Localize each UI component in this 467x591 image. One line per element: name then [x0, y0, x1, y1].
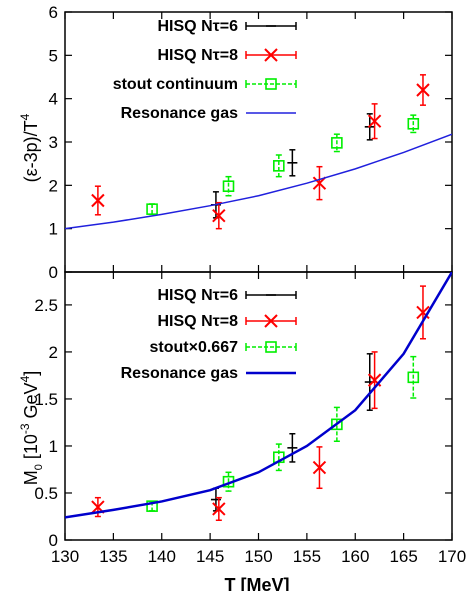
x-marker	[91, 193, 105, 208]
data-point-top	[312, 165, 327, 201]
x-stroke	[312, 460, 327, 475]
x-marker	[264, 314, 278, 328]
plot-frame-top	[64, 11, 453, 273]
x-stroke	[91, 193, 105, 208]
resonance-gas-curve-top	[65, 133, 452, 230]
square-marker	[273, 160, 285, 172]
data-point-bottom	[287, 432, 298, 463]
panel-bottom-m0: 130 135 140 145 150 155 160 165 170 0 0.5 1 1.5 2 2.5 H…	[34, 271, 466, 566]
data-point-top	[273, 154, 285, 178]
square-marker	[407, 118, 420, 130]
square-marker	[407, 371, 420, 384]
x-tick-label: 160	[341, 547, 369, 566]
x-tick-label: 145	[196, 547, 224, 566]
legend-label: Resonance gas	[121, 365, 238, 382]
legend-label: stout continuum	[113, 76, 238, 93]
y-tick-label-top: 3	[49, 133, 58, 152]
y-tick-label-bottom: 0	[49, 531, 58, 550]
data-point-top	[91, 185, 105, 216]
x-tick-label: 165	[389, 547, 417, 566]
data-point-top	[146, 203, 158, 216]
x-marker	[312, 460, 327, 475]
data-point-top	[222, 175, 235, 197]
y-tick-label-bottom: 0.5	[34, 484, 58, 503]
plot-frame-bottom	[64, 271, 453, 541]
x-stroke	[212, 502, 226, 516]
x-tick-label: 170	[438, 547, 466, 566]
data-point-top	[367, 103, 382, 140]
resonance-gas-curve-bottom	[65, 272, 452, 519]
y-tick-label-bottom: 1	[49, 437, 58, 456]
x-axis-label: T [MeV]	[225, 575, 290, 591]
data-point-top	[407, 114, 420, 134]
data-point-bottom	[312, 446, 327, 490]
data-point-bottom	[331, 406, 343, 443]
x-marker	[212, 502, 226, 516]
x-stroke	[312, 176, 327, 190]
legend-entry-bottom: Resonance gas	[121, 365, 296, 382]
legend-entry-bottom: stout×0.667	[150, 339, 297, 356]
x-marker	[312, 176, 327, 190]
x-marker	[416, 83, 430, 97]
legend-label: HISQ Nτ=6	[158, 287, 239, 304]
y-tick-label-top: 4	[49, 90, 58, 109]
panel-top-energy-trace-anomaly: 0 1 2 3 4 5 6 HISQ Nτ=6 HISQ Nτ=8 stout continuum…	[49, 3, 453, 282]
y-tick-label-bottom: 2.5	[34, 296, 58, 315]
x-stroke	[264, 48, 278, 62]
data-point-top	[212, 201, 226, 230]
x-stroke	[264, 314, 278, 328]
data-point-bottom	[212, 496, 226, 522]
legend-label: HISQ Nτ=8	[158, 313, 239, 330]
y-axis-label-bottom: M0 [10-3 GeV4]	[18, 371, 45, 486]
square-marker	[265, 78, 277, 90]
x-stroke	[367, 114, 382, 128]
data-point-bottom	[273, 443, 285, 472]
legend-label: HISQ Nτ=8	[158, 47, 239, 64]
data-point-top	[416, 74, 430, 106]
y-axis-label-top: (ε-3p)/T4	[18, 113, 41, 182]
data-point-bottom	[407, 355, 420, 399]
legend-label: stout×0.667	[150, 339, 239, 356]
x-marker	[264, 48, 278, 62]
square-marker	[146, 500, 158, 512]
legend-entry-top: Resonance gas	[121, 105, 296, 122]
data-point-top	[287, 149, 298, 177]
data-point-top	[331, 133, 343, 153]
legend-entry-top: HISQ Nτ=8	[158, 47, 297, 64]
y-tick-label-top: 5	[49, 46, 58, 65]
y-tick-label-bottom: 1.5	[34, 390, 58, 409]
legend-label: HISQ Nτ=6	[158, 18, 239, 35]
y-tick-label-top: 2	[49, 176, 58, 195]
square-marker	[331, 137, 343, 149]
x-marker	[212, 208, 226, 223]
y-tick-label-bottom: 2	[49, 343, 58, 362]
x-stroke	[212, 208, 226, 223]
square-marker	[265, 341, 277, 353]
legend-entry-top: stout continuum	[113, 76, 297, 93]
x-tick-label: 150	[244, 547, 272, 566]
legend-entry-bottom: HISQ Nτ=6	[158, 287, 297, 304]
x-tick-label: 140	[148, 547, 176, 566]
square-marker	[146, 203, 158, 215]
legend-entry-top: HISQ Nτ=6	[158, 18, 297, 35]
square-marker	[331, 418, 343, 431]
legend-label: Resonance gas	[121, 105, 238, 122]
y-tick-label-top: 1	[49, 220, 58, 239]
y-tick-label-top: 6	[49, 3, 58, 22]
x-stroke	[91, 500, 105, 514]
x-stroke	[367, 373, 382, 387]
y-tick-label-top: 0	[49, 263, 58, 282]
x-tick-label: 155	[293, 547, 321, 566]
x-marker	[367, 114, 382, 128]
square-marker	[222, 180, 235, 192]
x-tick-label: 135	[99, 547, 127, 566]
x-tick-label: 130	[51, 547, 79, 566]
legend-entry-bottom: HISQ Nτ=8	[158, 313, 297, 330]
x-stroke	[416, 305, 430, 320]
x-stroke	[416, 83, 430, 97]
